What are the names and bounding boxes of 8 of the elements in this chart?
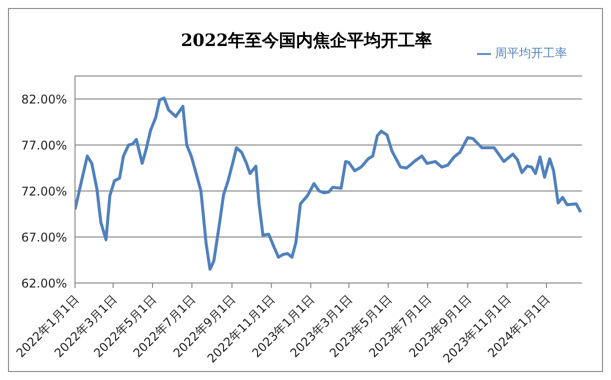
y-tick-label: 82.00% [21, 92, 67, 106]
chart-title: 2022年至今国内焦企平均开工率 [180, 31, 432, 51]
y-tick-label: 72.00% [21, 184, 67, 198]
y-tick-label: 77.00% [21, 138, 67, 152]
line-series [75, 96, 582, 271]
y-tick-label: 62.00% [21, 276, 67, 290]
legend-label: 周平均开工率 [495, 46, 567, 60]
y-tick-label: 67.00% [21, 230, 67, 244]
